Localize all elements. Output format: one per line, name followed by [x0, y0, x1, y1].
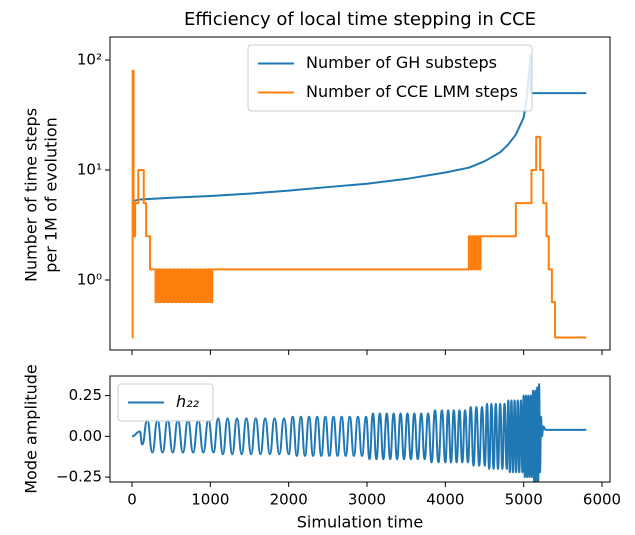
y-tick-label: 0.00	[69, 427, 102, 445]
y-axis-label: Number of time steps	[22, 108, 41, 282]
x-tick-label: 3000	[348, 491, 386, 509]
x-tick-label: 1000	[191, 491, 229, 509]
series-line	[131, 383, 587, 482]
x-tick-label: 0	[127, 491, 137, 509]
y-axis-label: per 1M of evolution	[42, 117, 61, 273]
chart-title: Efficiency of local time stepping in CCE	[184, 9, 536, 30]
x-tick-label: 6000	[583, 491, 621, 509]
axes-frame	[109, 36, 611, 351]
legend-label: Number of CCE LMM steps	[306, 82, 518, 101]
y-axis-label: Mode amplitude	[22, 364, 41, 494]
legend-box	[247, 44, 533, 112]
x-tick-label: 4000	[426, 491, 464, 509]
x-axis-label: Simulation time	[297, 513, 423, 532]
y-tick-label: 10⁰	[77, 271, 102, 289]
y-tick-label: 0.25	[69, 386, 102, 404]
y-tick-label: 10²	[77, 51, 102, 69]
x-tick-label: 2000	[270, 491, 308, 509]
legend-label: Number of GH substeps	[306, 53, 497, 72]
legend-box	[117, 383, 214, 422]
plot-area	[131, 383, 587, 482]
series-line	[131, 69, 587, 339]
y-tick-label: −0.25	[56, 468, 102, 486]
y-tick-label: 10¹	[77, 161, 102, 179]
x-tick-label: 5000	[505, 491, 543, 509]
axes-frame	[109, 375, 611, 483]
legend-label: h₂₂	[176, 392, 200, 411]
